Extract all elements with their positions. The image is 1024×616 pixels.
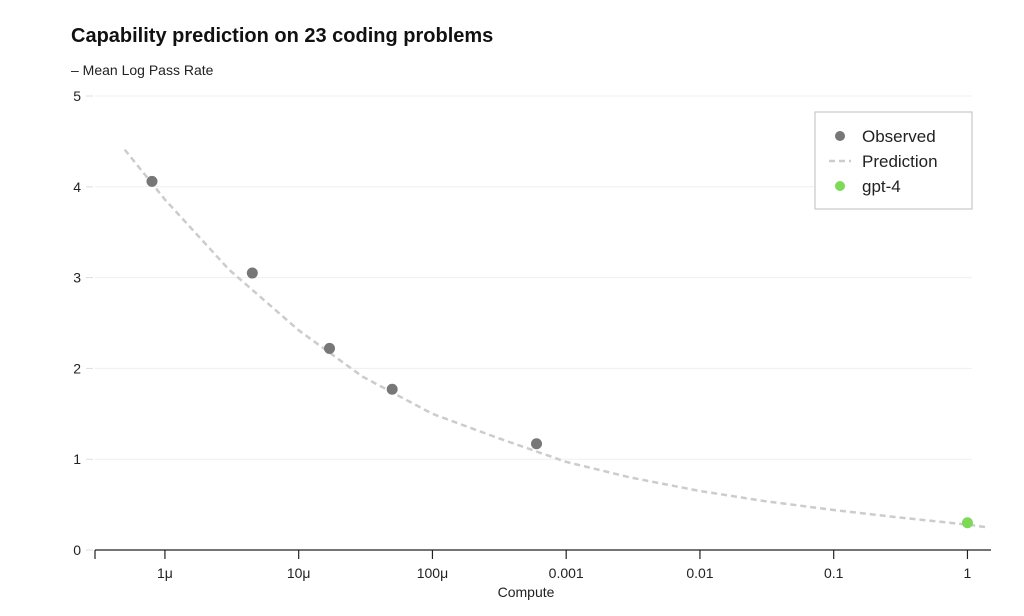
x-tick-label: 1: [964, 565, 972, 581]
y-tick-label: 2: [73, 360, 81, 376]
x-tick-label: 100μ: [417, 565, 448, 581]
data-points-layer: [146, 175, 973, 529]
y-axis-label: – Mean Log Pass Rate: [71, 62, 214, 78]
axes: 0 1 2 3 4 5 1μ 10μ 100μ 0.001 0.01 0.1 1: [73, 88, 991, 581]
y-tick-label: 3: [73, 270, 81, 286]
observed-point: [246, 267, 258, 279]
legend-marker: [835, 131, 845, 141]
prediction-line-layer: [123, 148, 988, 529]
x-tick-label: 0.01: [686, 565, 713, 581]
observed-point: [324, 342, 336, 354]
x-tick-label: 1μ: [157, 565, 173, 581]
x-tick-label: 0.001: [549, 565, 584, 581]
observed-point: [531, 438, 543, 450]
x-axis-label: Compute: [498, 584, 555, 600]
x-tick-label: 0.1: [824, 565, 844, 581]
legend-label: gpt-4: [862, 177, 901, 196]
y-tick-label: 1: [73, 451, 81, 467]
x-tick-label: 10μ: [287, 565, 311, 581]
legend-label: Prediction: [862, 152, 938, 171]
legend-label: Observed: [862, 127, 936, 146]
y-tick-label: 4: [73, 179, 81, 195]
y-tick-label: 0: [73, 542, 81, 558]
observed-point: [386, 383, 398, 395]
chart-title: Capability prediction on 23 coding probl…: [71, 25, 493, 47]
legend-marker: [835, 181, 845, 191]
gpt-4-point: [961, 517, 973, 529]
prediction-line: [123, 148, 988, 529]
legend: Observed Prediction gpt-4: [814, 111, 973, 210]
observed-point: [146, 175, 158, 187]
y-tick-label: 5: [73, 88, 81, 104]
